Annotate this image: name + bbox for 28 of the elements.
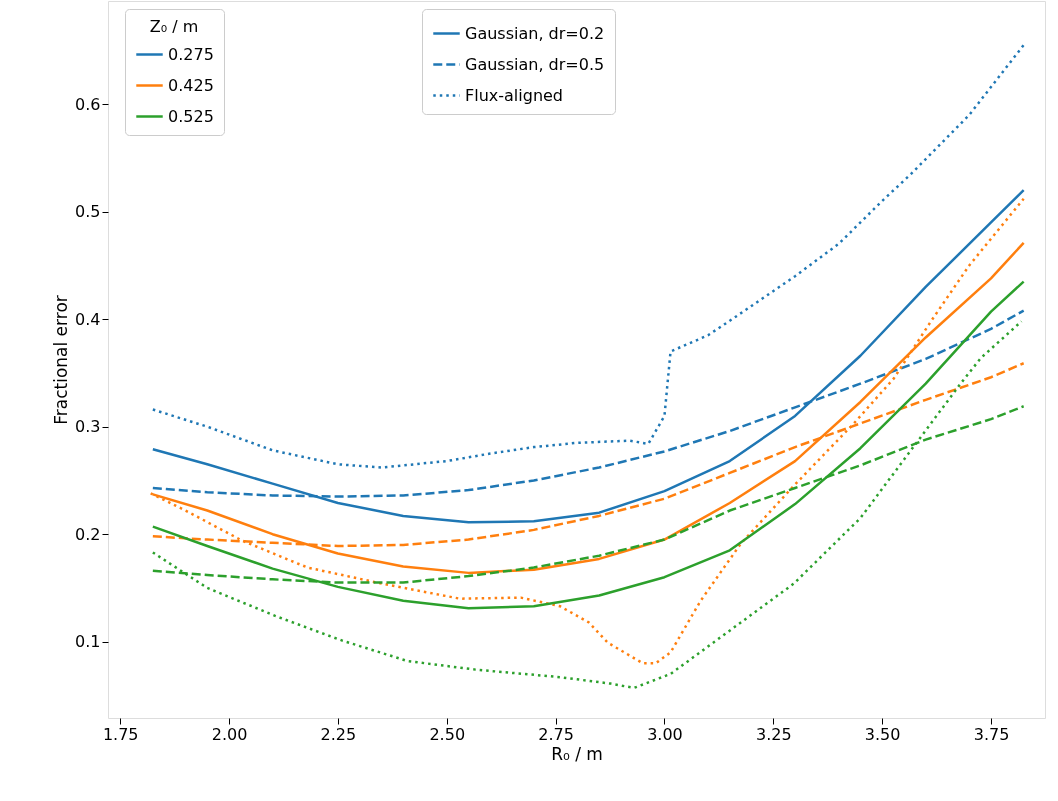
x-tick-label: 3.25 <box>755 724 792 744</box>
annotation: Gaussian, dr=0.5 <box>465 54 605 74</box>
line-series <box>151 280 1025 610</box>
x-tick-label: 1.75 <box>102 724 139 744</box>
line-series <box>151 320 1023 690</box>
y-tick-label: 0.4 <box>75 309 101 329</box>
y-tick-label: 0.6 <box>75 94 101 114</box>
legend-label: 0.425 <box>168 75 214 95</box>
x-tick-label: 3.75 <box>973 724 1010 744</box>
legend-title: Z₀ / m <box>149 17 199 36</box>
y-axis-title: Fractional error <box>51 295 72 425</box>
y-tick-label: 0.5 <box>75 202 101 222</box>
x-axis-title: R₀ / m <box>551 743 603 764</box>
line-series <box>151 188 1025 524</box>
y-tick-label: 0.2 <box>75 524 101 544</box>
line-series <box>151 43 1025 469</box>
legend-label: 0.275 <box>168 44 214 64</box>
x-tick-label: 2.25 <box>320 724 357 744</box>
y-tick-label: 0.3 <box>75 417 101 437</box>
x-tick-label: 2.50 <box>429 724 466 744</box>
x-tick-label: 3.50 <box>864 724 901 744</box>
x-tick-label: 3.00 <box>647 724 683 744</box>
annotation: Flux-aligned <box>465 85 564 105</box>
annotation: Gaussian, dr=0.2 <box>465 23 605 43</box>
legend-label: 0.525 <box>168 106 214 126</box>
x-tick-label: 2.00 <box>211 724 248 744</box>
x-tick-label: 2.75 <box>538 724 574 744</box>
y-tick-label: 0.1 <box>75 632 101 652</box>
